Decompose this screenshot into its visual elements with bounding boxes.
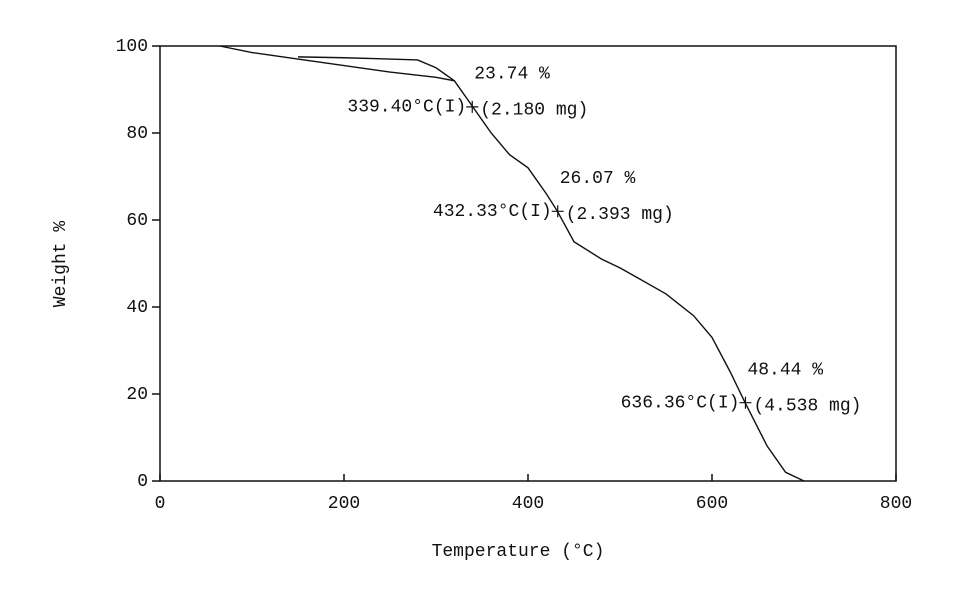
temperature-label: 432.33°C(I) [433, 202, 552, 222]
x-axis-label: Temperature (°C) [432, 542, 605, 562]
weight-curve [219, 45, 805, 482]
inflection-marker [466, 100, 479, 113]
mass-label: (2.393 mg) [566, 205, 674, 225]
x-tick-label: 600 [696, 494, 728, 514]
mass-label: (2.180 mg) [480, 101, 588, 121]
y-tick-label: 80 [126, 124, 148, 144]
mass-label: (4.538 mg) [753, 396, 861, 416]
percent-label: 26.07 % [560, 169, 636, 189]
y-tick-label: 60 [126, 211, 148, 231]
y-tick-label: 40 [126, 298, 148, 318]
x-tick-label: 800 [880, 494, 912, 514]
inflection-marker [739, 396, 752, 409]
temperature-label: 636.36°C(I) [621, 393, 740, 413]
y-tick-label: 100 [116, 37, 148, 57]
temperature-label: 339.40°C(I) [347, 98, 466, 118]
x-tick-label: 200 [328, 494, 360, 514]
weight-curve [297, 56, 455, 82]
percent-label: 23.74 % [474, 65, 550, 85]
inflection-marker [551, 205, 564, 218]
x-tick-label: 400 [512, 494, 544, 514]
percent-label: 48.44 % [747, 360, 823, 380]
x-tick-label: 0 [155, 494, 166, 514]
y-tick-label: 0 [137, 472, 148, 492]
y-tick-label: 20 [126, 385, 148, 405]
y-axis-label: Weight % [51, 221, 71, 308]
